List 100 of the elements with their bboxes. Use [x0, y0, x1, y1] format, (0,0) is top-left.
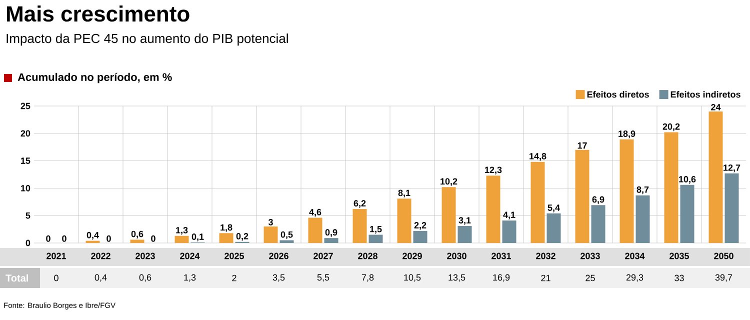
x-tick-label: 2024: [180, 252, 200, 260]
bar: [397, 198, 412, 243]
text: 1,3: [184, 274, 196, 282]
y-axis-title: Acumulado no período, em %: [18, 72, 172, 84]
text: 5,5: [317, 274, 330, 282]
data-label: 12,3: [485, 166, 502, 174]
x-tick-label: 2022: [91, 252, 110, 260]
data-label: 1,3: [176, 226, 188, 235]
x-tick-label: 2023: [136, 252, 155, 260]
bar: [591, 205, 606, 243]
data-label: 1,8: [220, 224, 232, 232]
chart-title: Mais crescimento: [7, 6, 190, 22]
y-tick-label: 20: [20, 130, 30, 137]
y-tick-label: 10: [21, 185, 30, 192]
bar: [280, 240, 294, 243]
x-tick-label: 2032: [536, 252, 556, 260]
x-tick-label: 2026: [269, 252, 288, 260]
x-tick-label: 2050: [714, 252, 734, 260]
legend-label: Efeitos indiretos: [670, 91, 740, 98]
data-label: 8,1: [398, 190, 410, 198]
bar: [352, 209, 367, 243]
bar: [575, 150, 590, 243]
data-label: 4,1: [503, 212, 516, 220]
data-label: 3: [268, 218, 273, 226]
y-tick-label: 0: [26, 240, 30, 246]
data-label: 0: [151, 235, 156, 242]
text: Total: [6, 274, 28, 282]
chart-subtitle: Impacto da PEC 45 no aumento do PIB potencial: [6, 34, 288, 46]
text: 10,5: [404, 274, 421, 282]
bar: [174, 236, 189, 243]
text: 16,9: [493, 274, 510, 282]
x-tick-label: 2034: [625, 252, 645, 260]
x-tick-label: 2035: [670, 252, 689, 260]
data-label: 4,6: [309, 208, 322, 217]
bar: [708, 111, 723, 243]
x-tick-label: 2021: [46, 252, 66, 260]
data-label: 10,6: [679, 176, 696, 184]
bar: [219, 233, 234, 243]
data-label: 17: [578, 142, 587, 149]
text: 2: [232, 274, 236, 282]
data-label: 5,4: [548, 204, 560, 212]
data-label: 12,7: [724, 164, 740, 172]
text: 0,6: [139, 274, 152, 282]
bar: [458, 226, 472, 243]
y-tick-label: 25: [20, 102, 30, 110]
x-tick-label: 2030: [447, 252, 466, 260]
data-label: 1,5: [370, 226, 382, 234]
legend-label: Efeitos diretos: [587, 91, 649, 98]
text: 0,4: [94, 274, 107, 282]
data-label: 18,9: [618, 130, 636, 138]
x-tick-label: 2033: [580, 252, 600, 260]
data-label: 0,5: [280, 231, 293, 240]
bar: [308, 218, 322, 243]
bar: [264, 226, 278, 243]
bar: [324, 238, 338, 243]
text: 21: [541, 274, 550, 282]
data-label: 0,4: [86, 232, 99, 240]
bar: [620, 139, 634, 243]
data-label: 10,2: [440, 178, 458, 186]
text: 25: [586, 274, 595, 282]
bar: [442, 187, 456, 243]
data-label: 6,9: [592, 196, 604, 204]
text: 7,8: [362, 274, 374, 282]
text: 3,5: [272, 274, 285, 282]
bar: [502, 220, 516, 243]
bar: [724, 173, 739, 243]
x-tick-label: 2025: [224, 252, 244, 260]
data-label: 3,1: [458, 217, 471, 225]
bar: [413, 230, 428, 243]
bar: [486, 176, 500, 243]
data-label: 0: [106, 235, 111, 242]
text: 33: [674, 274, 684, 282]
text: 13,5: [448, 274, 466, 282]
bar: [130, 240, 144, 243]
bar: [636, 195, 650, 243]
text: 29,3: [626, 274, 644, 282]
data-label: 0,9: [325, 229, 338, 237]
data-label: 6,2: [354, 200, 366, 208]
data-label: 24: [711, 104, 721, 110]
y-tick-label: 5: [26, 212, 30, 219]
data-label: 14,8: [530, 153, 546, 161]
data-label: 0,2: [236, 233, 248, 241]
bar: [680, 184, 694, 243]
data-label: 20,2: [662, 123, 680, 132]
x-tick-label: 2027: [314, 252, 333, 260]
bar: [530, 162, 545, 243]
data-label: 0: [46, 235, 50, 242]
y-tick-label: 15: [21, 158, 30, 164]
x-tick-label: 2031: [492, 252, 512, 260]
x-tick-label: 2028: [358, 252, 378, 260]
data-label: 8,7: [636, 186, 649, 194]
bar: [546, 213, 561, 243]
text: 0: [54, 274, 58, 282]
data-label: 0,1: [192, 234, 204, 242]
text: 39,7: [715, 274, 732, 282]
bar: [368, 234, 383, 243]
data-label: 0: [62, 235, 66, 242]
data-label: 2,2: [414, 222, 426, 230]
data-label: 0,6: [131, 230, 144, 238]
bar: [664, 132, 678, 243]
